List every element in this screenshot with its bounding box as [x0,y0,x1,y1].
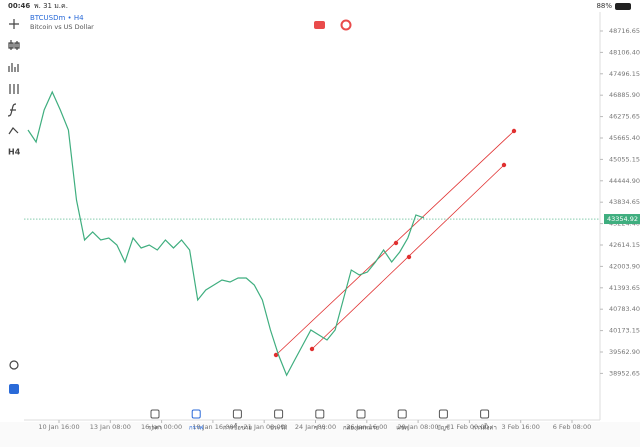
nav-label[interactable]: การตั้งค่า [472,422,496,432]
x-tick-label: 24 Jan 00:00 [295,423,336,431]
y-tick-label: 38952.65 [609,369,640,377]
y-tick-label: 48106.40 [609,48,640,56]
channel-point [511,128,517,134]
y-tick-label: 40173.15 [609,327,640,335]
nav-icon[interactable] [397,409,407,419]
x-tick-label: 18 Jan 16:00 [192,423,233,431]
x-tick-label: 1 Feb 00:00 [450,423,489,431]
y-tick-label: 47496.15 [609,70,640,78]
current-price-badge [604,214,640,225]
nav-label[interactable]: กราฟ [189,425,203,432]
y-tick-label: 46275.65 [609,113,640,121]
nav-label[interactable]: การซื้อขาย [223,422,252,432]
price-line [27,90,425,377]
battery-icon [615,3,631,10]
channel-point [309,346,315,352]
nav-label[interactable]: ประวัติ [270,425,288,432]
y-tick-label: 45055.15 [609,155,640,163]
nav-label[interactable]: กล่องจดหมาย [343,425,379,432]
function-tool[interactable] [7,103,17,117]
current-price-label: 43354.92 [607,215,638,223]
chart-type-tool[interactable] [8,40,20,50]
channel-point [273,352,279,358]
y-tick-label: 41393.65 [609,284,640,292]
status-battery: 88% [596,2,612,10]
nav-icon[interactable] [150,409,160,419]
x-tick-label: 26 Jan 16:00 [346,423,387,431]
y-tick-label: 40783.40 [609,305,640,313]
channel-point [393,240,399,246]
left-toolbar [7,19,20,370]
x-tick-label: 13 Jan 08:00 [90,423,131,431]
nav-icon[interactable] [480,409,490,419]
x-tick-label: 21 Jan 08:00 [244,423,285,431]
y-tick-label: 48716.65 [609,27,640,35]
channel-drawing [273,128,517,358]
y-tick-label: 45665.40 [609,134,640,142]
volume-tool[interactable] [8,63,19,72]
y-tick-label: 42003.90 [609,262,640,270]
channel-point [501,162,507,168]
y-tick-label: 44444.90 [609,177,640,185]
x-tick-label: 3 Feb 16:00 [501,423,540,431]
nav-label[interactable]: แชท [396,425,408,432]
nav-icon[interactable] [274,409,284,419]
channel-point [406,254,412,260]
symbol[interactable]: BTCUSDm • H4 [30,14,84,22]
nav-icon[interactable] [315,409,325,419]
buy-button[interactable] [340,19,352,31]
symbol-description: Bitcoin vs US Dollar [30,23,94,31]
indicators-tool[interactable] [9,84,19,94]
x-tick-label: 16 Jan 00:00 [141,423,182,431]
y-tick-label: 46885.90 [609,91,640,99]
status-time: 00:46 [8,2,30,10]
nav-icon[interactable] [356,409,366,419]
y-tick-label: 43834.65 [609,198,640,206]
sell-button[interactable] [314,21,325,29]
crosshair-tool[interactable] [9,19,19,29]
nav-label[interactable]: ข่าว [314,425,325,432]
nav-label[interactable]: บัญชี [437,424,450,432]
timeframe-button[interactable]: H4 [8,148,21,157]
trade-icon[interactable] [9,384,19,394]
nav-label[interactable]: ราคา [148,425,162,432]
y-tick-label: 42614.15 [609,241,640,249]
quick-tool[interactable] [9,360,19,370]
bottom-nav [0,422,640,447]
x-tick-label: 29 Jan 08:00 [398,423,439,431]
x-tick-label: 6 Feb 08:00 [553,423,592,431]
objects-tool[interactable] [8,127,19,135]
x-tick-label: 10 Jan 16:00 [38,423,79,431]
y-tick-label: 39562.90 [609,348,640,356]
nav-icon[interactable] [191,409,201,419]
nav-icon[interactable] [232,409,242,419]
nav-icon[interactable] [438,409,448,419]
status-date: พ. 31 ม.ค. [34,2,68,10]
